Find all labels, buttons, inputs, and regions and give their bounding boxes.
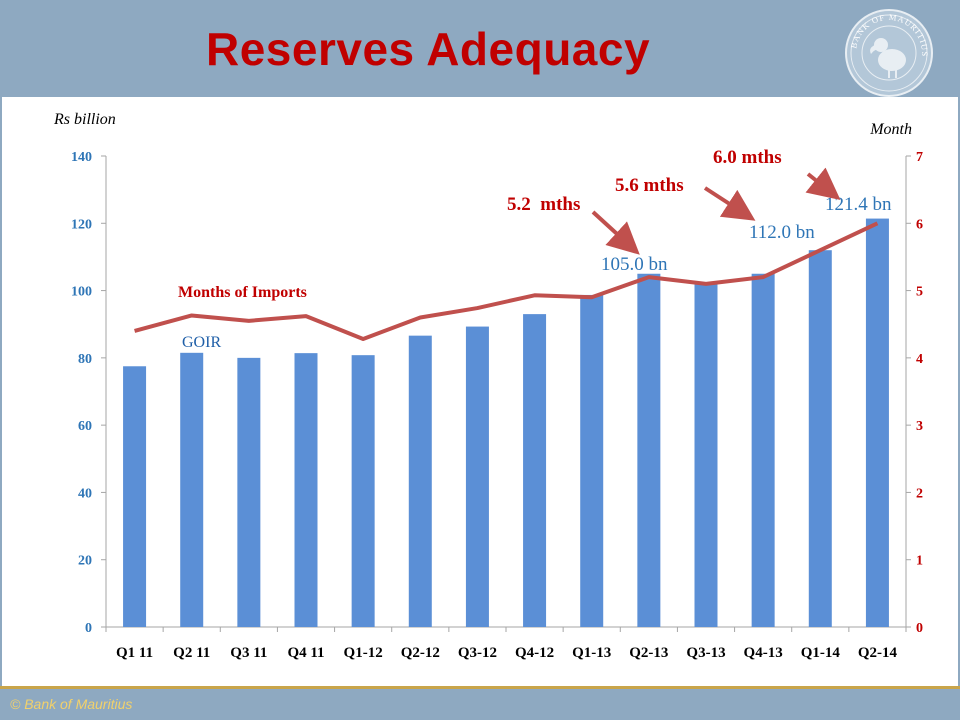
category-label: Q3-12 — [458, 645, 497, 661]
chart-labels: Months of Imports GOIR 105.0 bn 112.0 bn 121… — [178, 147, 892, 351]
bar — [408, 335, 432, 627]
annotation-arrow — [591, 210, 640, 255]
category-label: Q4 11 — [287, 645, 324, 661]
bank-seal-logo: BANK OF MAURITIUS — [845, 9, 933, 97]
right-tick-label: 1 — [916, 554, 923, 569]
line-series — [134, 221, 879, 342]
category-label: Q1 11 — [116, 645, 153, 661]
annotation-label: 105.0 bn — [601, 254, 668, 275]
category-label: Q2 11 — [173, 645, 210, 661]
category-label: Q2-13 — [629, 645, 668, 661]
category-label: Q4-12 — [515, 645, 554, 661]
bar — [523, 314, 547, 627]
right-axis-unit-label: Month — [869, 121, 912, 138]
left-tick-label: 100 — [71, 285, 92, 300]
left-tick-label: 80 — [78, 352, 92, 367]
left-tick-label: 0 — [85, 621, 92, 636]
bar — [637, 273, 661, 627]
reserves-chart: 0 20 40 60 80 100 120 140 0 1 2 3 4 5 6 7 Q1 11 Q2 11 Q3 1… — [53, 111, 923, 661]
annotation-label: 121.4 bn — [825, 194, 892, 215]
left-tick-label: 40 — [78, 486, 92, 501]
annotation-label: 5.2 mths — [507, 194, 580, 215]
category-label: Q1-12 — [344, 645, 383, 661]
right-tick-label: 4 — [916, 352, 923, 367]
category-label: Q2-12 — [401, 645, 440, 661]
bar — [294, 353, 318, 627]
right-tick-label: 2 — [916, 486, 923, 501]
bar — [751, 273, 775, 627]
dodo-icon — [870, 38, 906, 78]
annotation-label: 112.0 bn — [749, 222, 815, 243]
annotation-label: 6.0 mths — [713, 147, 782, 168]
category-label: Q2-14 — [858, 645, 898, 661]
bar — [237, 357, 261, 627]
annotation-arrow — [703, 186, 756, 221]
left-axis-unit-label: Rs billion — [53, 111, 116, 128]
months-of-imports-line — [134, 221, 879, 342]
right-tick-label: 0 — [916, 621, 923, 636]
copyright-footer: © Bank of Mauritius — [10, 696, 133, 712]
left-tick-label: 60 — [78, 419, 92, 434]
bar — [694, 282, 718, 627]
category-label: Q3 11 — [230, 645, 267, 661]
category-label: Q1-13 — [572, 645, 611, 661]
right-tick-label: 6 — [916, 217, 923, 232]
bar — [123, 366, 147, 627]
bar — [465, 326, 489, 627]
category-label: Q3-13 — [686, 645, 725, 661]
right-tick-label: 3 — [916, 419, 923, 434]
bar — [580, 294, 604, 627]
bar-series-label: GOIR — [182, 334, 221, 351]
footer-divider — [0, 686, 960, 689]
bar — [808, 250, 832, 627]
left-tick-label: 140 — [71, 150, 92, 165]
left-tick-label: 120 — [71, 217, 92, 232]
line-series-label: Months of Imports — [178, 284, 307, 301]
annotation-arrow — [805, 167, 841, 200]
category-label: Q4-13 — [744, 645, 783, 661]
category-label: Q1-14 — [801, 645, 841, 661]
left-tick-label: 20 — [78, 554, 92, 569]
bar-series — [123, 218, 889, 627]
bar — [180, 352, 204, 627]
right-tick-label: 5 — [916, 285, 923, 300]
bar — [865, 218, 889, 627]
right-tick-label: 7 — [916, 150, 923, 165]
slide-title: Reserves Adequacy — [206, 23, 651, 75]
annotation-label: 5.6 mths — [615, 175, 684, 196]
bar — [351, 355, 375, 627]
